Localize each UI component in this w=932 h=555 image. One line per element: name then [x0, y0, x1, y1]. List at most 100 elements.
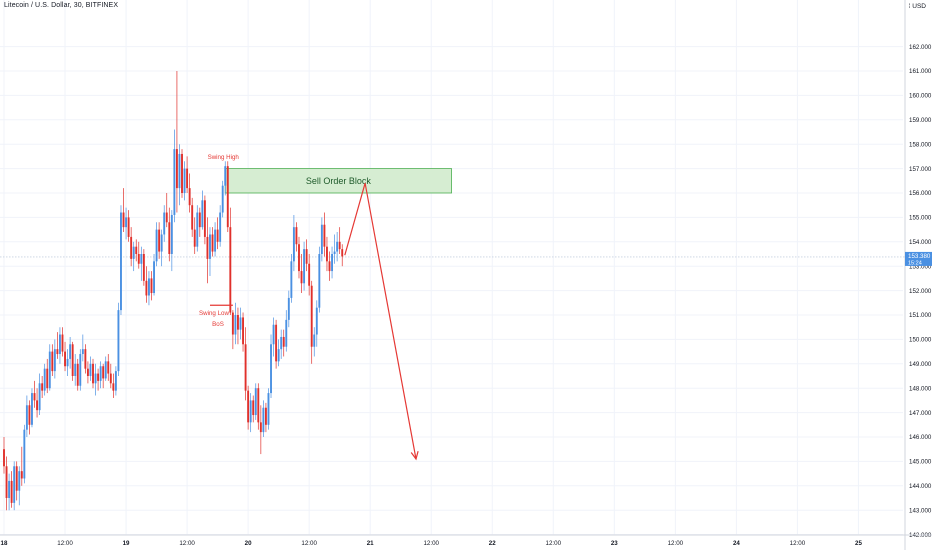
- candle-body: [318, 254, 321, 308]
- candle-body: [132, 246, 135, 259]
- candle-body: [64, 351, 66, 367]
- candle-body: [287, 297, 290, 320]
- candle-body: [120, 212, 122, 311]
- y-tick-label: 153.000: [909, 263, 932, 270]
- y-tick-label: 151.000: [909, 312, 932, 319]
- candle-body: [163, 212, 166, 235]
- y-tick-label: 155.000: [909, 215, 932, 222]
- candle-body: [8, 480, 11, 498]
- candle-body: [295, 227, 298, 245]
- order-block-layer: Sell Order Block: [224, 168, 452, 194]
- symbol-title: Litecoin / U.S. Dollar, 30, BITFINEX: [4, 2, 119, 9]
- grid-lines: [0, 0, 905, 536]
- projection-arrowhead: [410, 451, 419, 461]
- candle-body: [320, 224, 323, 254]
- candle-body: [175, 149, 178, 189]
- candle-body: [310, 285, 313, 347]
- candle-body: [71, 344, 74, 376]
- candle-body: [313, 334, 316, 347]
- candle-body: [86, 368, 89, 376]
- candle-body: [239, 317, 242, 330]
- currency-label: ⁞ USD: [909, 3, 926, 10]
- annotations-layer: Swing High Swing Low BoS: [199, 154, 419, 461]
- y-tick-label: 145.000: [909, 459, 932, 466]
- y-tick-label: 158.000: [909, 141, 932, 148]
- candle-body: [56, 349, 59, 355]
- candle-body: [41, 383, 44, 391]
- x-tick-label: 12:00: [301, 540, 317, 547]
- candle-body: [257, 388, 260, 423]
- candle-body: [181, 153, 183, 193]
- sell-order-block-zone: [224, 168, 452, 194]
- swing-high-label: Swing High: [208, 154, 240, 161]
- candle-body: [145, 280, 148, 296]
- order-block-label: Sell Order Block: [306, 176, 372, 186]
- candle-body: [122, 212, 125, 228]
- candle-body: [173, 149, 176, 215]
- candle-body: [234, 315, 237, 335]
- candle-body: [244, 344, 247, 391]
- x-tick-label: 20: [245, 540, 252, 547]
- candle-body: [211, 234, 214, 252]
- candle-body: [183, 168, 186, 193]
- candle-body: [107, 361, 110, 374]
- candle-body: [158, 229, 161, 252]
- candle-body: [165, 212, 168, 223]
- candle-body: [5, 466, 8, 498]
- candle-body: [298, 244, 300, 272]
- candle-body: [89, 363, 92, 376]
- candle-body: [117, 310, 120, 372]
- candle-body: [31, 393, 33, 425]
- current-price-value: 153.380: [908, 253, 931, 260]
- candle-body: [51, 351, 54, 372]
- candle-body: [308, 263, 311, 286]
- x-tick-label: 25: [855, 540, 862, 547]
- x-tick-label: 12:00: [179, 540, 195, 547]
- x-tick-label: 22: [489, 540, 496, 547]
- candle-body: [216, 229, 219, 242]
- projection-path: [344, 183, 417, 460]
- candle-body: [221, 185, 224, 213]
- candle-body: [331, 254, 333, 272]
- currency-text: USD: [912, 3, 926, 10]
- candle-body: [13, 466, 16, 503]
- y-tick-label: 152.000: [909, 288, 932, 295]
- y-tick-label: 160.000: [909, 93, 932, 100]
- candle-body: [214, 229, 217, 252]
- candle-body: [53, 349, 56, 372]
- candle-body: [23, 429, 26, 479]
- y-tick-label: 149.000: [909, 361, 932, 368]
- candle-body: [252, 400, 255, 416]
- candle-body: [254, 388, 257, 416]
- y-tick-label: 154.000: [909, 239, 932, 246]
- candle-body: [323, 224, 326, 247]
- y-tick-label: 161.000: [909, 68, 932, 75]
- candle-body: [92, 363, 94, 384]
- candle-body: [209, 234, 211, 259]
- candle-body: [341, 249, 344, 257]
- candle-body: [224, 166, 227, 186]
- candle-body: [201, 200, 204, 228]
- candle-body: [130, 236, 133, 259]
- current-price-countdown: 15:24: [908, 260, 922, 266]
- candle-body: [137, 254, 140, 264]
- candle-body: [125, 217, 128, 228]
- candle-body: [338, 241, 341, 250]
- candle-body: [112, 383, 115, 391]
- candle-body: [285, 319, 288, 347]
- y-tick-label: 157.000: [909, 166, 932, 173]
- candle-body: [15, 466, 18, 491]
- candle-body: [97, 373, 100, 381]
- candle-body: [315, 307, 318, 335]
- candle-body: [38, 383, 41, 411]
- x-tick-label: 19: [123, 540, 130, 547]
- candle-body: [148, 278, 150, 296]
- candle-body: [277, 349, 280, 362]
- candle-body: [20, 471, 23, 479]
- candle-body: [150, 278, 153, 294]
- candle-body: [193, 229, 196, 247]
- candle-body: [270, 344, 272, 394]
- currency-marker-icon: ⁞: [908, 3, 911, 10]
